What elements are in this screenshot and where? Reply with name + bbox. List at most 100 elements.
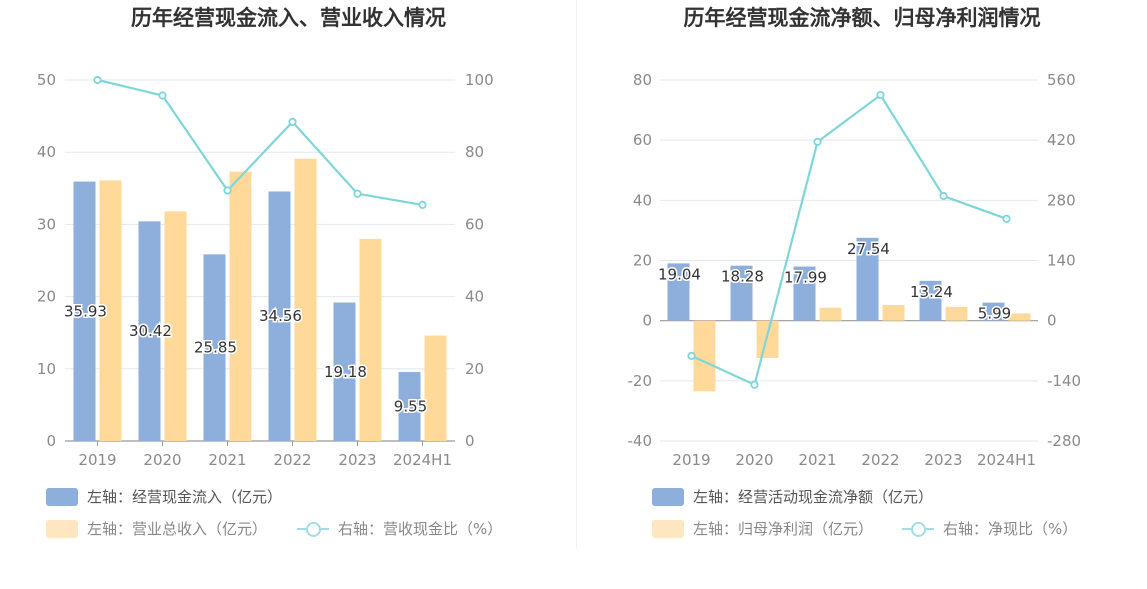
x-tick-label: 2020 <box>143 451 181 469</box>
legend-swatch-orange <box>46 519 78 538</box>
bar-blue <box>982 302 1005 321</box>
bar-orange <box>1008 313 1031 321</box>
bar-orange <box>294 158 317 441</box>
y-right-tick-label: 20 <box>465 360 484 378</box>
bar-blue <box>333 302 356 441</box>
x-tick-label: 2022 <box>861 451 899 469</box>
y-right-tick-label: 60 <box>465 215 484 233</box>
bar-orange <box>359 238 382 441</box>
bar-data-label: 19.04 <box>658 265 701 283</box>
chart-panel-left: 历年经营现金流入、营业收入情况 0 10 20 30 40 50 0 20 40 60 80 100 2… <box>37 6 502 539</box>
y-left-tick-label: 60 <box>633 131 652 149</box>
legend-label: 右轴：营收现金比（%） <box>338 520 503 538</box>
line-point <box>223 186 232 195</box>
legend-swatch-blue <box>652 487 684 506</box>
y-right-tick-label: 0 <box>1047 312 1057 330</box>
line-point <box>288 117 297 126</box>
bar-orange <box>424 335 447 441</box>
bar-blue <box>919 280 942 321</box>
bar-blue <box>793 266 816 321</box>
y-right-tick-label: 0 <box>465 432 475 450</box>
bar-blue <box>203 254 226 441</box>
bar-blue <box>667 263 690 321</box>
bar-orange <box>819 307 842 321</box>
y-right-tick-label: 560 <box>1047 71 1076 89</box>
legend-line-icon <box>297 520 329 538</box>
legend-item-revenue[interactable]: 左轴：营业总收入（亿元） <box>46 518 267 539</box>
legend-item-net-profit[interactable]: 左轴：归母净利润（亿元） <box>652 518 873 539</box>
line-point <box>353 189 362 198</box>
line-point <box>876 90 885 100</box>
x-tick-label: 2022 <box>273 451 311 469</box>
x-tick-label: 2024H1 <box>393 451 452 469</box>
bar-data-label: 17.99 <box>784 269 827 287</box>
bar-orange <box>693 320 716 392</box>
line-point <box>687 351 696 361</box>
bar-data-label: 30.42 <box>129 322 172 340</box>
line-point <box>1002 214 1011 223</box>
y-left-tick-label: 40 <box>633 191 652 209</box>
x-tick-label: 2024H1 <box>977 451 1036 469</box>
bar-data-label: 19.18 <box>324 363 367 381</box>
bar-data-label: 9.55 <box>394 398 427 416</box>
bar-orange <box>229 171 252 441</box>
x-tick-label: 2019 <box>78 451 116 469</box>
bar-blue <box>73 181 96 442</box>
bar-orange <box>882 305 905 321</box>
legend-line-icon <box>902 520 934 538</box>
line-point <box>939 191 948 201</box>
bar-blue <box>268 191 291 441</box>
bar-data-label: 35.93 <box>64 302 107 320</box>
y-left-tick-label: 20 <box>633 252 652 270</box>
series-line <box>97 78 423 206</box>
chart-plot-right: -40 -20 0 20 40 60 80 -280 -140 0 140 280 420 560 2019… <box>628 71 1082 469</box>
chart-title: 历年经营现金流入、营业收入情况 <box>131 6 446 30</box>
bar-orange <box>945 306 968 321</box>
line-point <box>158 91 167 100</box>
panel-divider <box>576 0 577 548</box>
y-right-tick-label: -280 <box>1047 432 1081 450</box>
bar-blue <box>398 372 421 441</box>
x-tick-label: 2020 <box>735 451 773 469</box>
y-left-tick-label: -40 <box>628 432 653 450</box>
legend-item-net-cash-ratio[interactable]: 右轴：净现比（%） <box>902 518 1077 539</box>
legend-label: 右轴：净现比（%） <box>943 520 1078 538</box>
bar-blue <box>730 265 753 321</box>
line-point <box>418 200 427 210</box>
legend-label: 左轴：归母净利润（亿元） <box>693 520 874 538</box>
legend-label: 左轴：经营活动现金流净额（亿元） <box>693 488 934 506</box>
x-tick-label: 2019 <box>672 451 710 469</box>
legend-item-cash-inflow[interactable]: 左轴：经营现金流入（亿元） <box>46 486 282 507</box>
legend-swatch-orange <box>652 519 684 538</box>
y-right-tick-label: 280 <box>1047 191 1076 209</box>
x-tick-label: 2023 <box>924 451 962 469</box>
x-tick-label: 2021 <box>798 451 836 469</box>
y-left-tick-label: 80 <box>633 71 652 89</box>
y-left-tick-label: -20 <box>628 372 653 390</box>
chart-title: 历年经营现金流净额、归母净利润情况 <box>683 6 1041 30</box>
legend-item-cash-ratio[interactable]: 右轴：营收现金比（%） <box>297 518 502 539</box>
y-left-tick-label: 0 <box>46 432 56 450</box>
bar-orange <box>756 320 779 358</box>
bar-data-label: 27.54 <box>847 240 890 258</box>
bar-data-label: 18.28 <box>721 268 764 286</box>
bar-blue <box>138 221 161 441</box>
legend-label: 左轴：经营现金流入（亿元） <box>87 488 283 506</box>
chart-plot-left: 0 10 20 30 40 50 0 20 40 60 80 100 2019 2020 2021 2022 2… <box>37 71 494 469</box>
legend-item-net-cash-flow[interactable]: 左轴：经营活动现金流净额（亿元） <box>652 486 933 507</box>
y-right-tick-label: 420 <box>1047 131 1076 149</box>
y-left-tick-label: 0 <box>642 312 652 330</box>
y-right-tick-label: 80 <box>465 143 484 161</box>
y-right-tick-label: -140 <box>1047 372 1081 390</box>
line-point <box>813 137 822 146</box>
bar-blue <box>856 237 879 321</box>
bar-data-label: 25.85 <box>194 339 237 357</box>
y-right-tick-label: 40 <box>465 288 484 306</box>
bar-orange <box>164 211 187 441</box>
bar-data-label: 5.99 <box>978 305 1011 323</box>
bar-data-label: 13.24 <box>910 283 953 301</box>
y-right-tick-label: 100 <box>465 71 494 89</box>
x-tick-label: 2023 <box>338 451 376 469</box>
line-point <box>750 380 759 389</box>
x-tick-label: 2021 <box>208 451 246 469</box>
